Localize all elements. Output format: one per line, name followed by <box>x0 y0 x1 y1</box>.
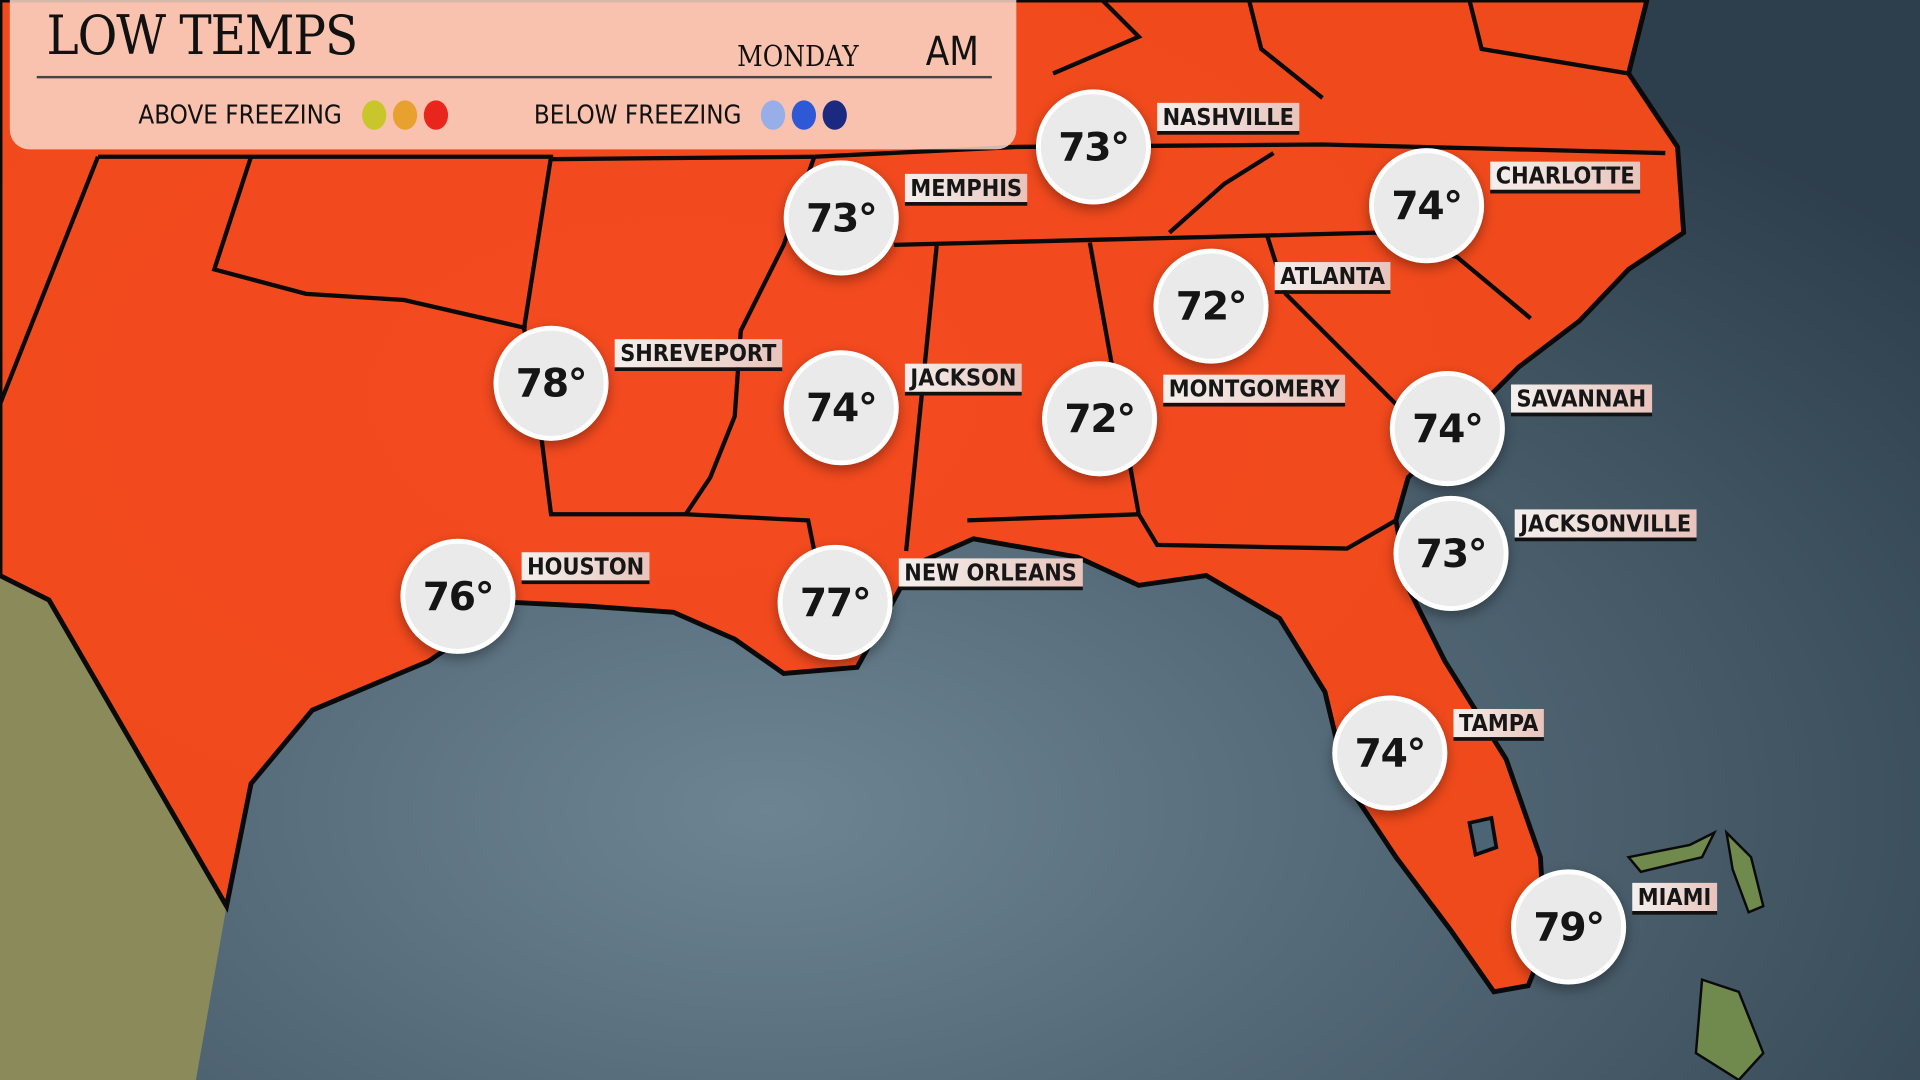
temperature-circle: 74° <box>1332 695 1448 811</box>
temperature-circle: 77° <box>777 544 893 661</box>
city-name-label: MEMPHIS <box>904 173 1028 206</box>
legend-below-freezing: BELOW FREEZING <box>533 100 848 130</box>
temperature-circle: 78° <box>493 325 609 441</box>
temperature-circle: 72° <box>1042 361 1158 477</box>
city-name-label: SHREVEPORT <box>614 339 782 372</box>
color-dot-icon <box>823 100 848 130</box>
temperature-circle: 73° <box>1035 89 1152 205</box>
city-name-label: TAMPA <box>1453 708 1544 741</box>
city-name-label: NEW ORLEANS <box>898 558 1083 591</box>
divider <box>36 75 992 79</box>
legend-above-freezing: ABOVE FREEZING <box>138 100 448 130</box>
city-name-label: JACKSON <box>904 363 1022 396</box>
bahamas <box>1626 829 1765 1080</box>
below-freezing-label: BELOW FREEZING <box>533 100 742 130</box>
city-name-label: ATLANTA <box>1274 262 1391 294</box>
city-name-label: MIAMI <box>1632 882 1717 915</box>
color-dot-icon <box>423 100 448 130</box>
temperature-circle: 76° <box>400 538 516 654</box>
forecast-period: AM <box>925 26 979 75</box>
above-freezing-label: ABOVE FREEZING <box>138 100 342 130</box>
temperature-circle: 73° <box>783 160 899 276</box>
temperature-circle: 74° <box>1368 148 1485 264</box>
city-name-label: SAVANNAH <box>1511 384 1652 417</box>
city-name-label: NASHVILLE <box>1157 102 1300 135</box>
color-dot-icon <box>761 100 786 130</box>
city-name-label: JACKSONVILLE <box>1514 509 1697 542</box>
map-title: LOW TEMPS <box>46 4 359 68</box>
forecast-day: MONDAY <box>737 39 859 74</box>
city-name-label: HOUSTON <box>521 552 650 585</box>
color-dot-icon <box>792 100 817 130</box>
mexico-land <box>0 575 227 1080</box>
temperature-circle: 74° <box>1389 371 1505 487</box>
temperature-circle: 74° <box>783 350 899 466</box>
color-dot-icon <box>392 100 417 130</box>
color-dot-icon <box>361 100 386 130</box>
temperature-circle: 73° <box>1393 495 1509 612</box>
temperature-circle: 72° <box>1153 248 1269 364</box>
city-name-label: MONTGOMERY <box>1163 374 1346 407</box>
lake-okeechobee <box>1467 815 1499 858</box>
city-name-label: CHARLOTTE <box>1490 161 1641 194</box>
state-borders <box>0 0 1666 552</box>
legend-panel: LOW TEMPS MONDAY AM ABOVE FREEZING BELOW… <box>9 0 1017 150</box>
temperature-circle: 79° <box>1511 869 1627 985</box>
